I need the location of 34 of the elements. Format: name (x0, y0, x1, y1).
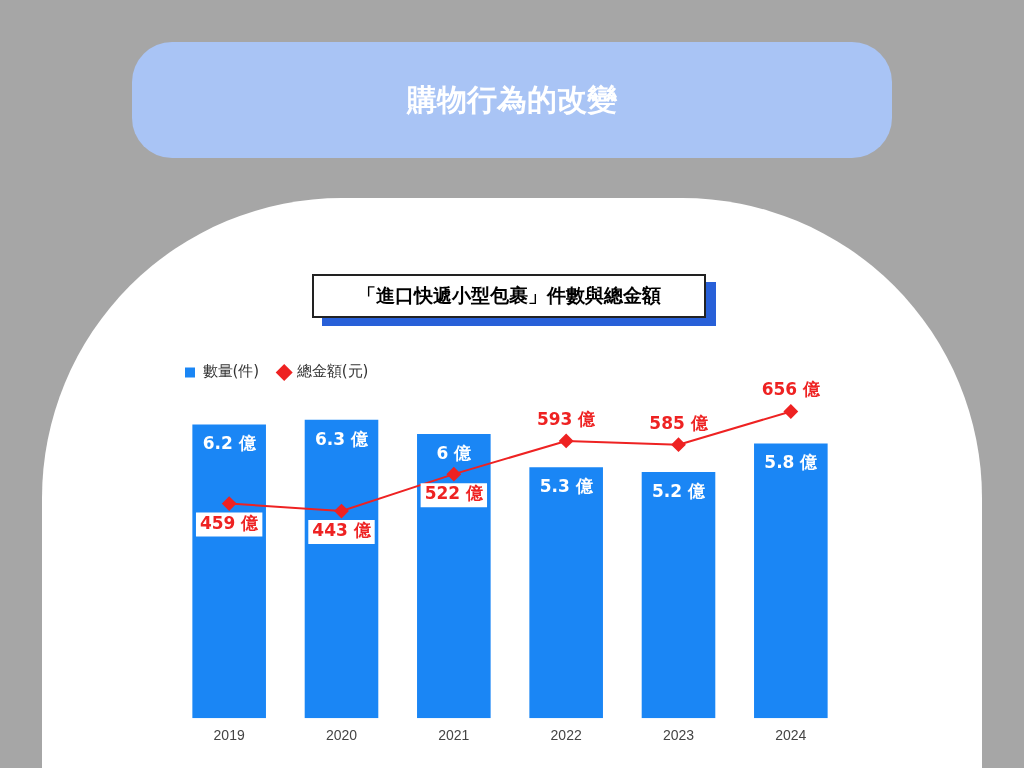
chart-subtitle: 「進口快遞小型包裹」件數與總金額 (312, 274, 706, 318)
data-label: 5.3 億 (539, 476, 594, 497)
legend-label: 總金額(元) (295, 362, 369, 381)
point (334, 504, 349, 519)
data-label: 585 億 (649, 412, 709, 433)
bar (754, 443, 828, 719)
x-tick-label: 2020 (325, 727, 358, 744)
data-label: 6 億 (436, 442, 473, 463)
data-label: 6.2 億 (202, 433, 257, 454)
point (671, 437, 686, 452)
chart-title: 購物行為的改變 (132, 42, 892, 158)
point (222, 496, 237, 511)
point (559, 433, 574, 448)
x-tick-label: 2021 (438, 727, 470, 744)
x-tick-label: 2019 (213, 727, 245, 744)
bar (641, 471, 716, 719)
x-tick-label: 2023 (662, 727, 695, 744)
data-label: 6.3 億 (314, 428, 370, 449)
data-label: 522 億 (424, 483, 485, 504)
data-label: 5.8 億 (764, 452, 819, 473)
legend-label: 數量(件) (202, 362, 260, 381)
point (446, 467, 461, 482)
point (783, 404, 798, 419)
data-label: 593 億 (536, 408, 597, 429)
data-label: 443 億 (312, 519, 372, 540)
data-label: 656 億 (761, 379, 822, 400)
bar (192, 424, 266, 719)
bar (304, 419, 379, 719)
bar (417, 434, 491, 719)
x-tick-label: 2022 (550, 727, 582, 744)
bar (529, 467, 603, 719)
data-label: 459 億 (199, 512, 260, 533)
data-label: 5.2 億 (651, 480, 707, 501)
x-tick-label: 2024 (775, 727, 807, 744)
